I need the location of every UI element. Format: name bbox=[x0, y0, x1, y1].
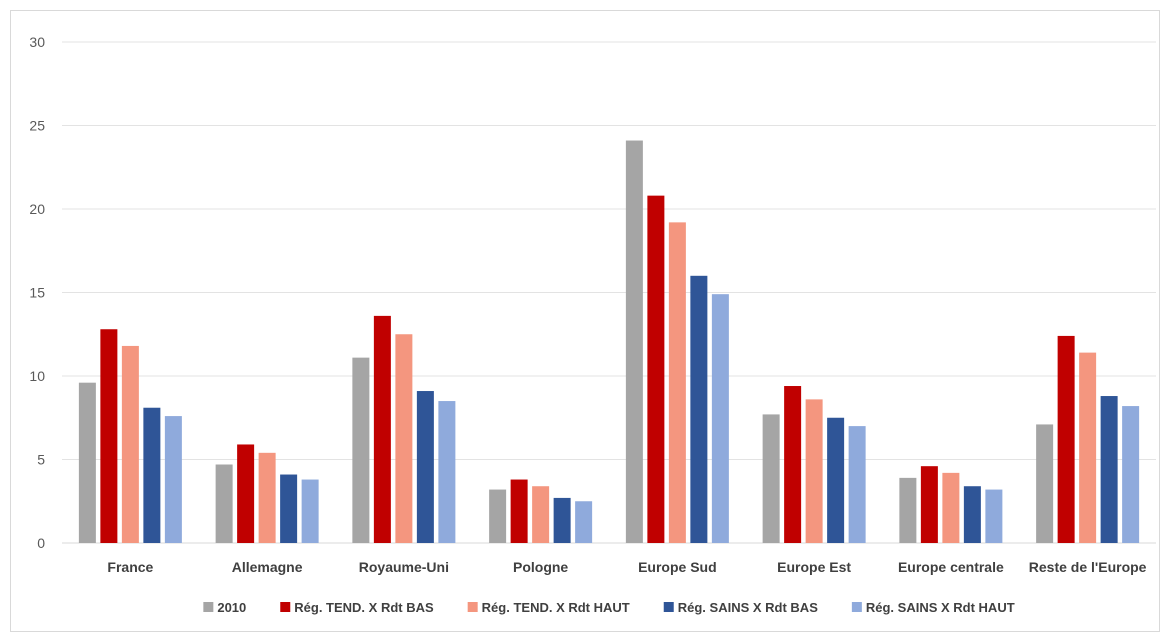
bars bbox=[78, 140, 1140, 544]
legend-label: Rég. SAINS X Rdt BAS bbox=[678, 600, 818, 615]
bar bbox=[280, 474, 298, 543]
bar bbox=[373, 315, 391, 543]
bar bbox=[237, 444, 255, 543]
bar bbox=[1079, 352, 1097, 543]
legend-swatch bbox=[663, 602, 674, 612]
bar bbox=[301, 479, 319, 543]
legend-item: Rég. TEND. X Rdt HAUT bbox=[467, 600, 630, 615]
bar bbox=[668, 222, 686, 544]
bar bbox=[416, 391, 434, 543]
legend-item: 2010 bbox=[203, 600, 246, 615]
y-tick-label: 5 bbox=[37, 452, 45, 468]
bar bbox=[899, 477, 917, 543]
legend-swatch bbox=[280, 602, 291, 612]
bar bbox=[711, 294, 729, 543]
bar bbox=[489, 489, 507, 543]
x-tick-label: Allemagne bbox=[232, 559, 303, 575]
bar bbox=[805, 399, 823, 543]
bar bbox=[100, 329, 118, 543]
bar bbox=[762, 414, 780, 543]
x-tick-label: Europe centrale bbox=[898, 559, 1004, 575]
y-tick-label: 20 bbox=[29, 201, 45, 217]
bar bbox=[532, 486, 550, 543]
bar bbox=[625, 140, 643, 543]
bar bbox=[784, 386, 802, 543]
bar bbox=[1100, 396, 1118, 543]
chart-frame bbox=[10, 10, 1160, 632]
legend-label: 2010 bbox=[217, 600, 246, 615]
legend-swatch bbox=[203, 602, 214, 612]
bar bbox=[647, 195, 665, 543]
x-tick-label: Royaume-Uni bbox=[359, 559, 449, 575]
bar bbox=[575, 501, 593, 543]
x-tick-label: Reste de l'Europe bbox=[1029, 559, 1147, 575]
bar bbox=[942, 472, 960, 543]
bar bbox=[510, 479, 528, 543]
legend-item: Rég. TEND. X Rdt BAS bbox=[280, 600, 434, 615]
y-tick-label: 15 bbox=[29, 285, 45, 301]
y-tick-label: 30 bbox=[29, 34, 45, 50]
bar bbox=[438, 401, 456, 543]
x-tick-label: Europe Est bbox=[777, 559, 851, 575]
x-axis: France Allemagne Royaume-Uni Pologne Europe … bbox=[107, 559, 1146, 575]
legend-item: Rég. SAINS X Rdt BAS bbox=[663, 600, 818, 615]
legend-label: Rég. SAINS X Rdt HAUT bbox=[866, 600, 1015, 615]
bar bbox=[1057, 335, 1075, 543]
y-tick-label: 10 bbox=[29, 368, 45, 384]
bar bbox=[1036, 424, 1054, 543]
y-axis: 0 5 10 15 20 25 30 bbox=[29, 34, 45, 551]
legend-swatch bbox=[851, 602, 862, 612]
legend-label: Rég. TEND. X Rdt HAUT bbox=[482, 600, 630, 615]
bar bbox=[258, 452, 276, 543]
bar bbox=[215, 464, 233, 543]
y-tick-label: 0 bbox=[37, 535, 45, 551]
bar bbox=[848, 426, 866, 543]
bar bbox=[963, 486, 981, 543]
bar bbox=[121, 345, 139, 543]
legend-label: Rég. TEND. X Rdt BAS bbox=[294, 600, 434, 615]
x-tick-label: France bbox=[107, 559, 153, 575]
x-tick-label: Europe Sud bbox=[638, 559, 717, 575]
legend: 2010 Rég. TEND. X Rdt BAS Rég. TEND. X Rdt… bbox=[203, 600, 1015, 615]
bar bbox=[78, 382, 96, 543]
bar bbox=[690, 275, 708, 543]
bar bbox=[920, 466, 938, 543]
legend-item: Rég. SAINS X Rdt HAUT bbox=[851, 600, 1015, 615]
y-tick-label: 25 bbox=[29, 118, 45, 134]
bar bbox=[352, 357, 370, 543]
bar bbox=[395, 334, 413, 543]
bar bbox=[827, 417, 845, 543]
bar bbox=[164, 416, 182, 543]
bar bbox=[985, 489, 1003, 543]
bar bbox=[143, 407, 161, 543]
bar bbox=[553, 497, 571, 543]
x-tick-label: Pologne bbox=[513, 559, 568, 575]
legend-swatch bbox=[467, 602, 478, 612]
bar bbox=[1122, 406, 1140, 543]
